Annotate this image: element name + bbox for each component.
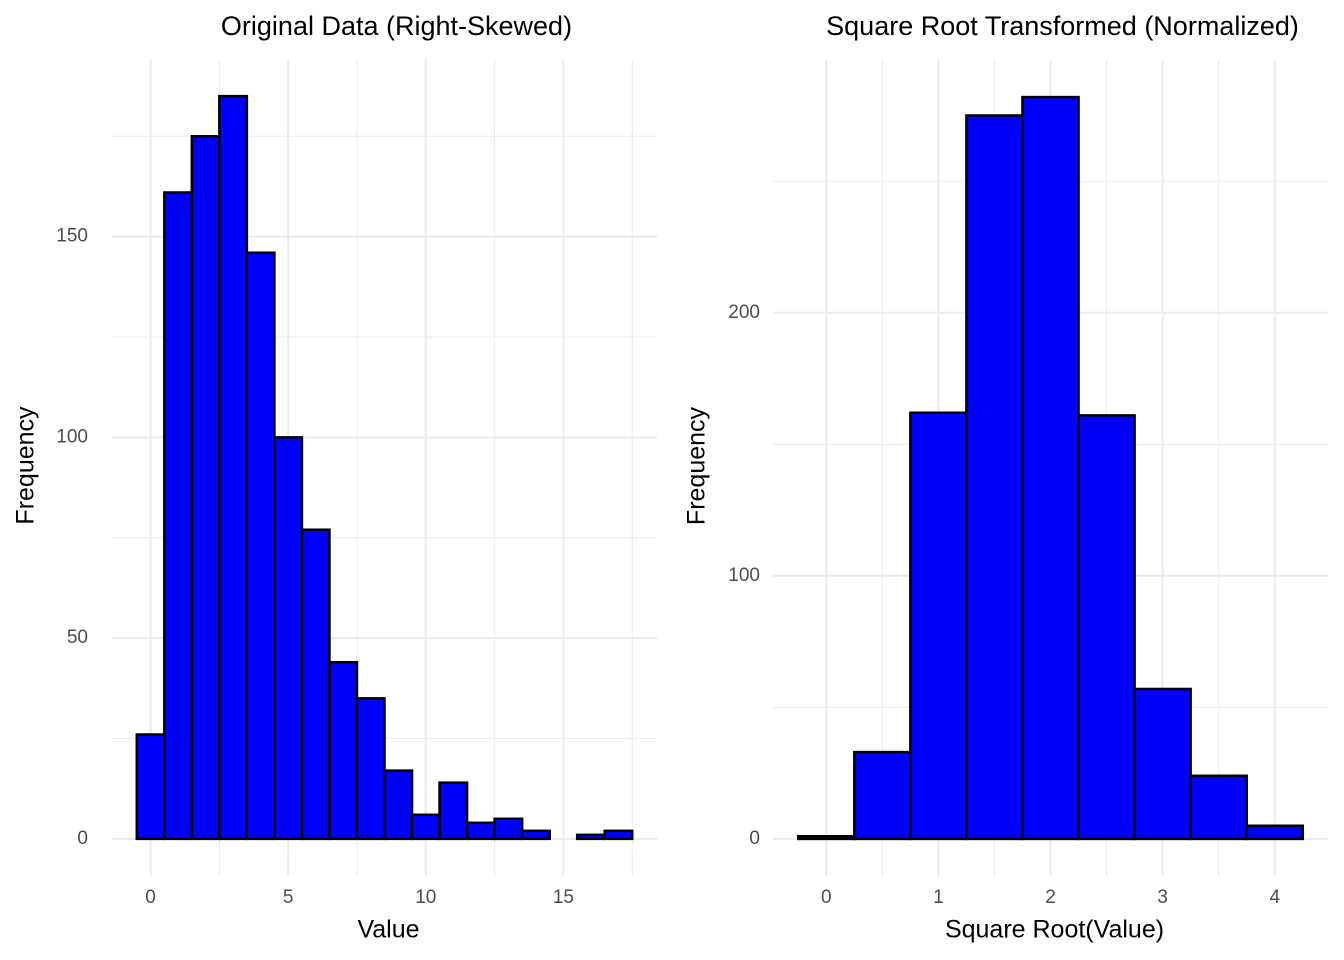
x-tick-label: 15 (553, 887, 574, 908)
bar (355, 697, 386, 841)
bar (603, 829, 634, 841)
x-tick-label: 2 (1045, 887, 1056, 908)
bar (273, 436, 304, 841)
bar (1077, 414, 1136, 841)
bar (300, 528, 331, 841)
bar (438, 781, 469, 841)
bar (520, 829, 551, 841)
bar (853, 750, 912, 841)
bar (1021, 95, 1080, 841)
y-tick-label: 200 (728, 302, 760, 323)
bar (909, 411, 968, 841)
y-tick-label: 0 (749, 828, 760, 849)
bar (383, 769, 414, 841)
y-axis-label: Frequency (12, 406, 40, 525)
bar (135, 733, 166, 841)
x-tick-label: 3 (1157, 887, 1168, 908)
x-axis-label: Square Root(Value) (945, 916, 1164, 944)
bar (1189, 774, 1248, 841)
x-tick-label: 1 (933, 887, 944, 908)
bar (410, 813, 441, 841)
x-tick-label: 0 (145, 887, 156, 908)
bar (328, 660, 359, 841)
bar (1133, 687, 1192, 841)
x-axis-label: Value (357, 916, 419, 944)
y-tick-label: 0 (77, 828, 88, 849)
x-tick-label: 10 (415, 887, 436, 908)
bar (965, 114, 1024, 841)
x-tick-label: 4 (1269, 887, 1280, 908)
bar (218, 94, 249, 841)
bar (1245, 824, 1305, 841)
y-axis-label: Frequency (683, 406, 711, 525)
bar (493, 817, 524, 841)
bar (796, 835, 856, 841)
chart-title: Original Data (Right-Skewed) (221, 11, 572, 41)
chart-title: Square Root Transformed (Normalized) (826, 11, 1299, 41)
y-tick-label: 100 (728, 565, 760, 586)
y-tick-label: 100 (56, 426, 88, 447)
x-tick-label: 0 (821, 887, 832, 908)
bar (465, 821, 496, 841)
y-tick-label: 150 (56, 226, 88, 247)
bar (575, 833, 606, 841)
y-tick-label: 50 (67, 627, 88, 648)
bar (245, 251, 276, 841)
bar (190, 135, 221, 841)
bar (163, 191, 194, 841)
x-tick-label: 5 (283, 887, 294, 908)
